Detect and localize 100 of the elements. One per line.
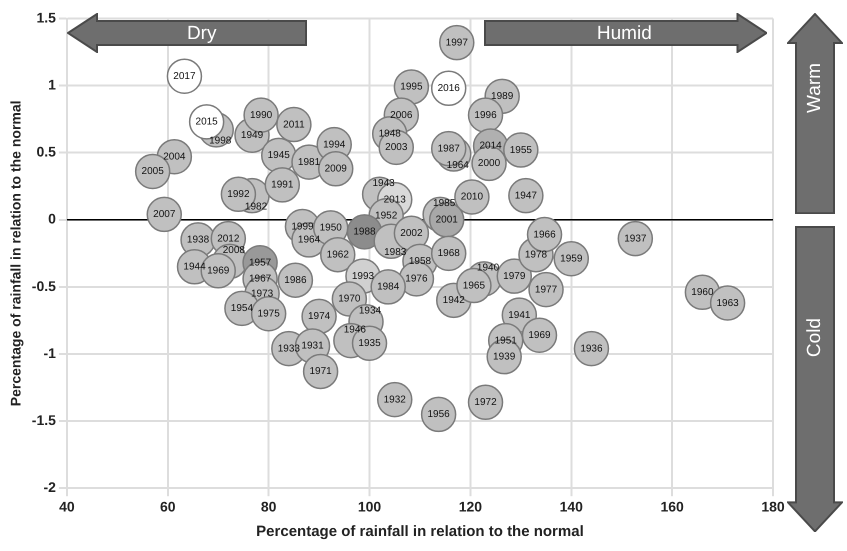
annotation: 1948 <box>378 128 402 140</box>
annotation: 1962 <box>326 249 350 260</box>
annotation: 2002 <box>400 228 423 239</box>
annotation: 1935 <box>358 338 382 350</box>
annotation: 1938 <box>186 234 210 246</box>
y-tick-label: -1.5 <box>32 412 56 428</box>
annotation: 1982 <box>244 201 268 212</box>
annotation: 2000 <box>478 158 501 170</box>
annotation: 1964 <box>298 234 321 246</box>
x-tick-label: 160 <box>660 498 684 514</box>
annotation: 1966 <box>533 229 556 240</box>
x-tick-label: 120 <box>458 498 482 514</box>
annotation: 2001 <box>436 214 458 226</box>
annotation: 1954 <box>230 303 254 314</box>
y-tick-label: -2 <box>43 479 56 496</box>
annotation: 1939 <box>493 351 516 362</box>
annotation: 1978 <box>524 249 548 260</box>
annotation: 1937 <box>624 233 647 244</box>
annotation: 1995 <box>400 82 423 93</box>
x-tick-label: 180 <box>761 498 785 514</box>
annotation: 1968 <box>438 248 460 260</box>
x-tick-label: 60 <box>160 498 176 514</box>
annotation: 1943 <box>372 178 396 190</box>
annotation: 1950 <box>320 222 342 234</box>
annotation: 1942 <box>442 295 466 306</box>
annotation: 1933 <box>278 343 300 354</box>
annotation: 1973 <box>250 288 274 300</box>
annotation: 1967 <box>248 274 272 285</box>
annotation: 1955 <box>510 144 532 156</box>
annotation: 2012 <box>217 233 240 244</box>
annotation: 1964 <box>446 160 470 171</box>
annotation: 2010 <box>460 192 484 203</box>
annotation: 2013 <box>384 194 406 206</box>
text: Cold <box>804 318 825 357</box>
y-axis-title: Percentage of rainfall in relation to the normal <box>7 100 24 406</box>
annotation: 1996 <box>474 110 498 121</box>
annotation: 1983 <box>384 247 407 258</box>
annotation: 1940 <box>476 262 500 274</box>
annotation: 1960 <box>691 287 714 298</box>
annotation: 1952 <box>375 210 398 222</box>
x-tick-label: 80 <box>260 498 277 514</box>
annotation: 1984 <box>377 282 400 293</box>
annotation: 1987 <box>438 143 460 154</box>
annotation: 1947 <box>514 190 538 202</box>
annotation: 1969 <box>528 330 552 341</box>
annotation: 1979 <box>503 270 526 282</box>
annotation: 1986 <box>284 274 307 286</box>
annotation: 2004 <box>163 151 186 162</box>
annotation: 2005 <box>142 166 164 178</box>
annotation: 1997 <box>446 37 468 48</box>
annotation: 2011 <box>283 119 306 130</box>
annotation: 1970 <box>338 294 361 305</box>
annotation: 1981 <box>298 156 321 168</box>
annotation: 1945 <box>268 150 290 162</box>
annotation: 2007 <box>153 209 176 220</box>
y-tick-label: 0.5 <box>36 144 56 160</box>
annotation: 1959 <box>560 253 583 264</box>
annotation: 2016 <box>438 83 460 94</box>
annotation: 1998 <box>209 136 232 147</box>
annotation: 2006 <box>390 110 413 121</box>
annotation: 1991 <box>271 180 294 191</box>
annotation: 1941 <box>508 310 531 321</box>
annotation: 1949 <box>240 130 264 142</box>
annotation: 1932 <box>384 394 406 406</box>
annotation: 2009 <box>324 164 348 175</box>
x-axis-title: Percentage of rainfall in relation to the normal <box>256 523 584 540</box>
annotation: 1977 <box>534 284 558 296</box>
annotation: 1976 <box>405 274 428 285</box>
y-tick-label: 1 <box>48 76 56 92</box>
annotation: 1985 <box>433 198 456 210</box>
annotation: 1957 <box>248 257 272 268</box>
annotation: 2008 <box>222 245 246 256</box>
annotation: 1934 <box>358 306 382 317</box>
annotation: 1989 <box>491 91 514 102</box>
annotation: 1975 <box>258 308 280 320</box>
x-tick-label: 100 <box>358 498 382 514</box>
x-tick-label: 40 <box>59 498 75 514</box>
annotation: 1946 <box>344 324 366 336</box>
annotation: 2017 <box>173 70 196 82</box>
annotation: 2003 <box>385 142 408 154</box>
annotation: 1944 <box>183 262 206 273</box>
y-tick-label: 1.5 <box>36 9 56 26</box>
annotation: 1936 <box>580 343 603 354</box>
annotation: 1974 <box>308 311 331 322</box>
annotation: 1931 <box>301 340 324 352</box>
y-tick-label: -1 <box>43 344 56 361</box>
annotation: 1963 <box>716 298 740 309</box>
annotation: 2015 <box>196 116 218 128</box>
annotation: 1994 <box>323 139 346 150</box>
annotation: 2014 <box>479 140 502 152</box>
annotation: 1972 <box>474 397 498 408</box>
annotation: 1969 <box>207 266 230 277</box>
annotation: Humid <box>596 22 652 44</box>
annotation: 1988 <box>353 226 376 238</box>
annotation: 1992 <box>227 189 250 200</box>
annotation: 1956 <box>428 409 450 420</box>
annotation: 1951 <box>494 335 518 346</box>
annotation: 1999 <box>291 221 314 232</box>
text: Warm <box>804 62 825 112</box>
annotation: 1965 <box>462 280 486 292</box>
